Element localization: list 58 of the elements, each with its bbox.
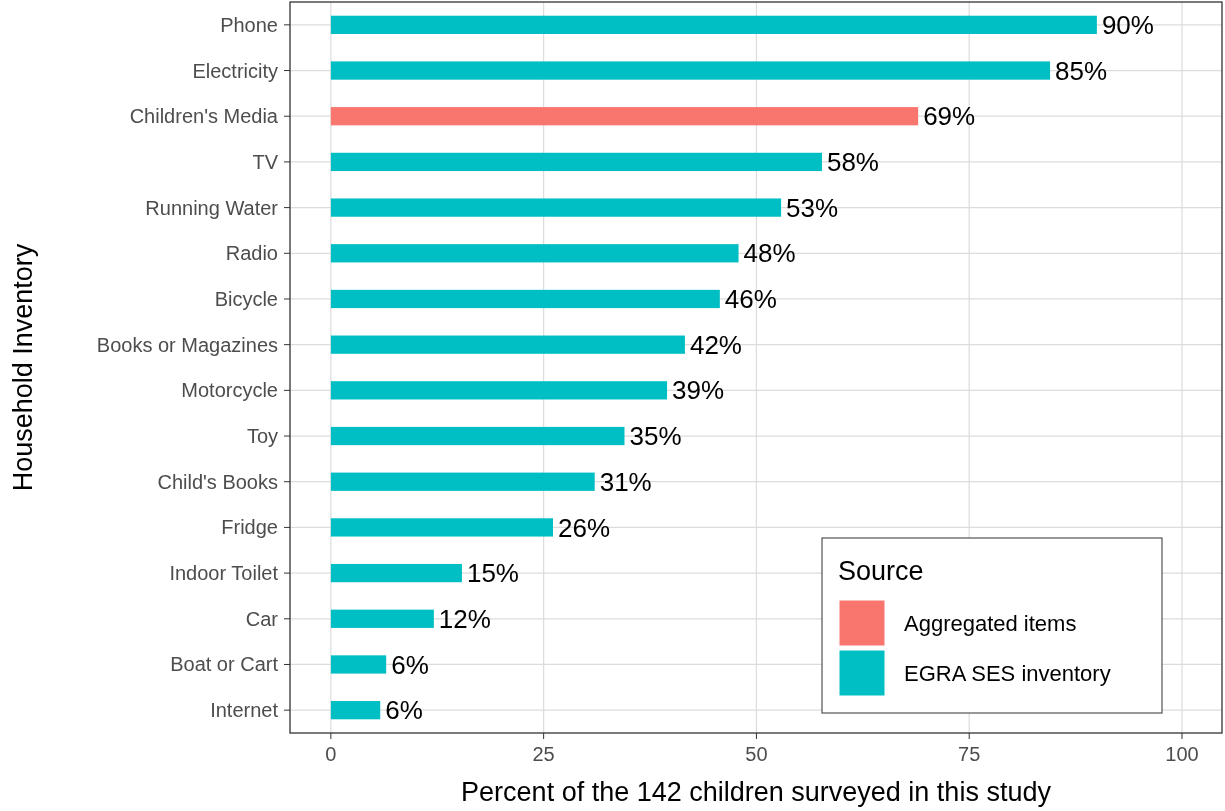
- data-label: 69%: [923, 101, 976, 132]
- bar: [330, 518, 553, 537]
- bar: [330, 107, 919, 126]
- x-tick-label: 0: [325, 743, 337, 765]
- y-tick-label: Indoor Toilet: [169, 562, 279, 585]
- y-tick-label: Toy: [246, 425, 278, 448]
- y-tick-label: Boat or Cart: [170, 653, 279, 676]
- y-tick-label: Electricity: [192, 59, 278, 82]
- legend-label: Aggregated items: [904, 610, 1077, 636]
- bar: [330, 335, 685, 354]
- legend-label: EGRA SES inventory: [904, 660, 1111, 686]
- data-label: 15%: [466, 558, 519, 589]
- x-tick-label: 50: [745, 743, 768, 765]
- bar: [330, 655, 387, 674]
- data-label: 26%: [558, 512, 611, 543]
- data-label: 48%: [743, 238, 796, 269]
- bar: [330, 563, 462, 583]
- data-label: 35%: [629, 421, 682, 452]
- data-label: 58%: [826, 147, 880, 178]
- bar: [330, 289, 720, 309]
- y-tick-label: Books or Magazines: [96, 333, 278, 356]
- x-tick-label: 25: [532, 743, 555, 765]
- x-axis-title: Percent of the 142 children surveyed in this study: [461, 777, 1052, 807]
- y-tick-label: Bicycle: [214, 287, 278, 310]
- y-axis-title: Household Inventory: [8, 243, 38, 492]
- data-label: 31%: [599, 466, 652, 497]
- data-label: 39%: [672, 375, 725, 406]
- y-tick-label: Child's Books: [157, 470, 278, 493]
- data-label: 53%: [786, 192, 839, 223]
- bar: [330, 381, 668, 400]
- bar: [330, 15, 1097, 34]
- data-label: 85%: [1055, 55, 1108, 86]
- bar: [330, 198, 782, 217]
- bar: [330, 244, 739, 263]
- y-tick-label: Car: [245, 607, 279, 630]
- data-label: 90%: [1101, 9, 1154, 40]
- data-label: 6%: [385, 695, 423, 726]
- data-label: 6%: [391, 649, 429, 680]
- bar: [330, 472, 595, 491]
- y-tick-label: TV: [252, 150, 279, 173]
- x-tick-label: 75: [958, 743, 981, 765]
- bar: [330, 701, 381, 720]
- data-label: 12%: [438, 603, 491, 634]
- y-tick-label: Running Water: [145, 196, 279, 219]
- legend-title: Source: [838, 556, 924, 586]
- y-tick-label: Motorcycle: [181, 379, 278, 402]
- y-tick-label: Internet: [210, 699, 279, 722]
- bar: [330, 609, 434, 628]
- y-tick-label: Fridge: [221, 516, 278, 539]
- y-tick-label: Radio: [225, 242, 278, 265]
- x-tick-label: 100: [1165, 743, 1199, 765]
- data-label: 42%: [689, 329, 742, 360]
- bar: [330, 61, 1051, 80]
- data-label: 46%: [724, 284, 777, 315]
- y-tick-label: Phone: [220, 13, 278, 36]
- bar: [330, 426, 625, 446]
- bar: [330, 152, 822, 172]
- y-tick-label: Children's Media: [129, 105, 279, 128]
